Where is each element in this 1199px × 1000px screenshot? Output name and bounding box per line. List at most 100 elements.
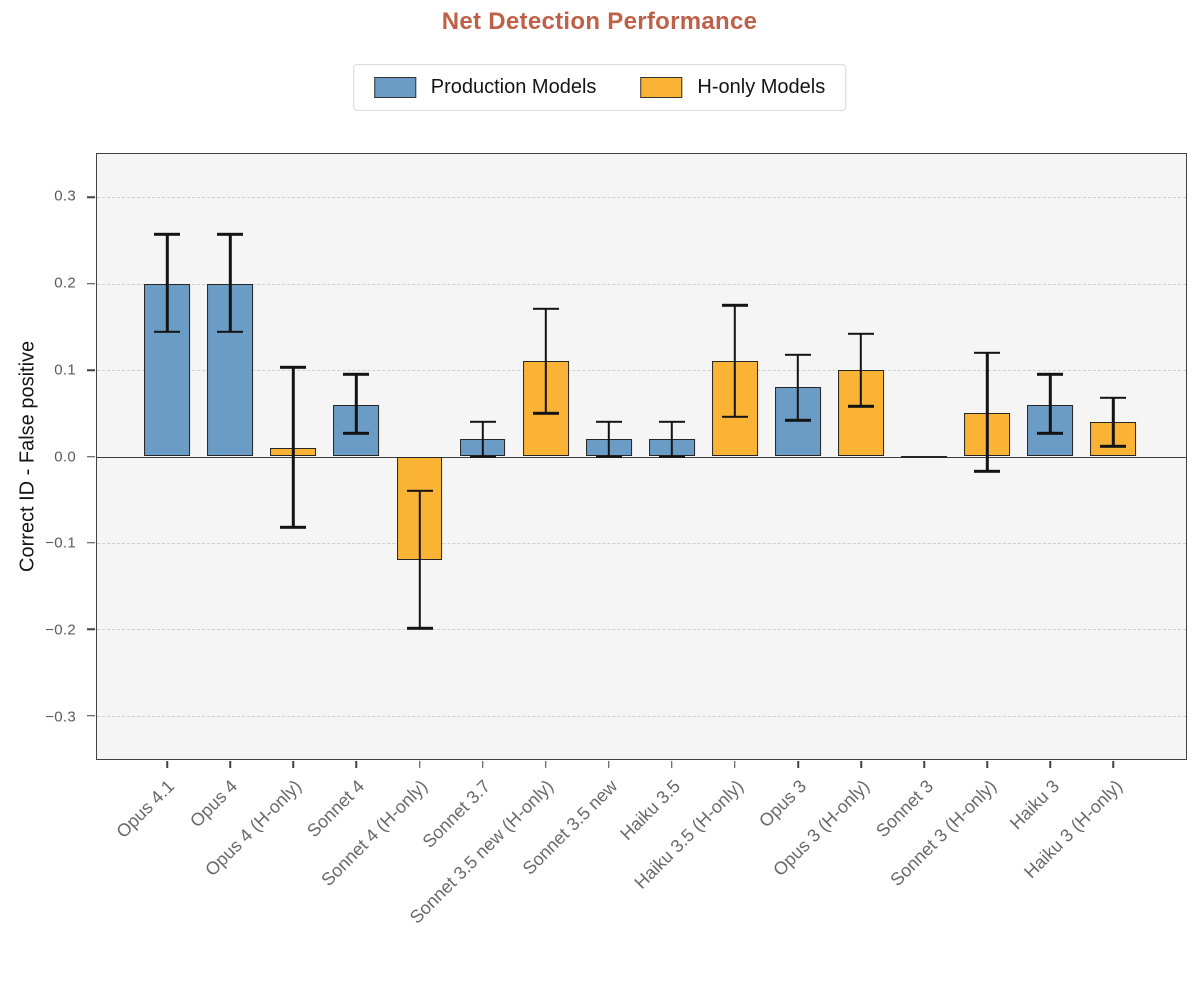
error-bar-cap xyxy=(532,307,559,310)
chart-title: Net Detection Performance xyxy=(441,8,758,35)
gridline xyxy=(97,629,1186,631)
error-bar-cap xyxy=(469,455,496,458)
error-bar xyxy=(859,333,863,407)
error-bar-cap xyxy=(406,627,433,630)
gridline xyxy=(97,715,1186,717)
y-tick-mark xyxy=(87,455,95,458)
error-bar-cap xyxy=(595,420,622,424)
error-bar xyxy=(355,374,358,434)
y-tick-label: −0.3 xyxy=(45,708,76,726)
gridline xyxy=(97,370,1186,372)
error-bar-cap xyxy=(595,455,622,458)
x-tick-label: Sonnet 3 (H-only) xyxy=(886,776,1001,890)
legend-swatch-production xyxy=(373,77,416,98)
y-tick-mark xyxy=(87,628,95,631)
y-tick-mark xyxy=(87,369,95,371)
y-tick-mark xyxy=(87,542,95,544)
error-bar xyxy=(292,367,295,528)
x-axis-tick-labels: Opus 4.1 Opus 4 Opus 4 (H-only) Sonnet 4 Son… xyxy=(96,770,1187,995)
x-tick-label: Haiku 3 xyxy=(1005,776,1064,834)
y-axis-tick-labels: 0.3 0.2 0.1 0.0 −0.1 −0.2 −0.3 xyxy=(0,153,84,760)
error-bar xyxy=(607,421,610,457)
error-bar xyxy=(796,354,800,421)
gridline xyxy=(97,542,1186,544)
error-bar-cap xyxy=(343,431,370,435)
x-tick-mark xyxy=(923,761,925,768)
error-bar-cap xyxy=(154,330,181,334)
error-bar-cap xyxy=(658,420,685,424)
y-tick-label: 0.0 xyxy=(54,448,76,465)
error-bar xyxy=(229,234,232,333)
y-tick-mark xyxy=(87,282,95,285)
y-tick-label: 0.2 xyxy=(54,274,76,292)
x-tick-label: Sonnet 3 xyxy=(871,776,937,842)
x-tick-mark xyxy=(418,761,421,768)
error-bar-cap xyxy=(658,455,685,458)
error-bar-cap xyxy=(1100,444,1127,448)
error-bar-cap xyxy=(785,418,811,422)
error-bar-cap xyxy=(532,412,559,415)
x-tick-label: Opus 3 xyxy=(755,776,811,832)
plot-area xyxy=(87,153,1187,768)
x-tick-mark xyxy=(481,761,484,768)
x-tick-label: Haiku 3.5 (H-only) xyxy=(630,776,748,893)
x-tick-mark xyxy=(229,761,231,768)
error-bar xyxy=(544,308,547,414)
error-bar-cap xyxy=(1100,396,1127,399)
error-bar-cap xyxy=(1037,431,1064,435)
error-bar xyxy=(1049,374,1052,434)
gridline xyxy=(97,197,1186,199)
x-tick-mark xyxy=(166,761,168,768)
x-tick-mark xyxy=(544,761,547,768)
error-bar-cap xyxy=(974,351,1001,354)
error-bar-cap xyxy=(785,353,811,356)
error-bar-cap xyxy=(974,469,1001,473)
y-tick-mark xyxy=(87,715,95,717)
legend-item-h_only: H-only Models xyxy=(640,76,825,99)
error-bar-cap xyxy=(1037,373,1064,376)
error-bar xyxy=(481,421,484,457)
gridline xyxy=(97,283,1186,285)
x-tick-label: Opus 4 xyxy=(186,776,242,832)
error-bar-cap xyxy=(721,304,748,307)
x-tick-mark xyxy=(671,761,673,768)
legend-item-production: Production Models xyxy=(373,76,597,99)
error-bar xyxy=(1112,397,1115,447)
legend: Production Models H-only Models xyxy=(352,64,847,111)
x-tick-mark xyxy=(986,761,988,768)
x-tick-label: Opus 4.1 xyxy=(112,776,179,842)
error-bar xyxy=(670,421,674,457)
x-tick-mark xyxy=(734,761,736,768)
y-tick-label: 0.3 xyxy=(54,187,76,205)
error-bar-cap xyxy=(217,233,244,236)
error-bar-cap xyxy=(154,233,181,236)
error-bar-cap xyxy=(406,489,433,493)
legend-label-production: Production Models xyxy=(430,76,597,98)
y-tick-mark xyxy=(87,196,95,198)
error-bar-cap xyxy=(280,526,307,529)
error-bar-cap xyxy=(848,405,875,408)
x-tick-label: Sonnet 4 (H-only) xyxy=(317,776,432,890)
x-tick-mark xyxy=(608,761,610,768)
error-bar-cap xyxy=(280,366,307,369)
x-tick-mark xyxy=(797,761,799,768)
bar-sonnet-3 xyxy=(901,455,948,458)
error-bar xyxy=(418,491,421,629)
y-tick-label: −0.2 xyxy=(45,621,76,639)
x-tick-label: Sonnet 4 xyxy=(302,776,369,842)
x-tick-mark xyxy=(1049,761,1052,768)
error-bar-cap xyxy=(217,330,244,334)
x-tick-mark xyxy=(1112,761,1115,768)
legend-swatch-h_only xyxy=(640,77,683,98)
error-bar-cap xyxy=(721,415,748,418)
x-tick-mark xyxy=(355,761,358,768)
error-bar xyxy=(733,305,737,417)
zero-line xyxy=(97,456,1186,458)
x-tick-mark xyxy=(292,761,295,768)
error-bar-cap xyxy=(848,332,875,335)
error-bar-cap xyxy=(469,420,496,424)
error-bar-cap xyxy=(343,373,370,376)
legend-label-h_only: H-only Models xyxy=(697,76,826,98)
error-bar xyxy=(165,234,169,333)
y-tick-label: 0.1 xyxy=(54,361,76,379)
